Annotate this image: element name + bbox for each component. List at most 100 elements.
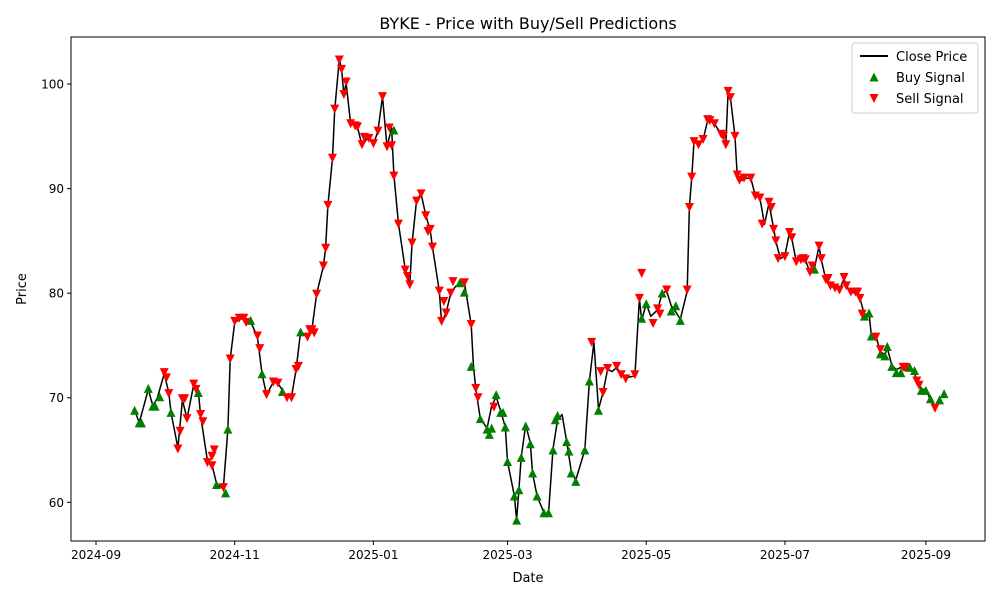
- sell-signal-marker: [262, 390, 272, 400]
- sell-signal-marker: [191, 384, 201, 394]
- sell-signal-marker: [393, 219, 403, 229]
- legend-sell-swatch: [869, 94, 879, 103]
- buy-signal-marker: [503, 457, 513, 467]
- sell-signal-marker: [687, 172, 697, 182]
- sell-signal-marker: [293, 361, 303, 371]
- buy-signal-marker: [212, 480, 222, 490]
- sell-signal-marker: [689, 137, 699, 147]
- sell-signal-marker: [327, 153, 337, 163]
- x-axis-ticks: 2024-09 2024-11 2025-01 2025-03 2025-05 2025-…: [71, 541, 951, 562]
- sell-signal-marker: [189, 379, 199, 389]
- sell-signal-marker: [746, 173, 756, 183]
- sell-signal-marker: [598, 388, 608, 398]
- sell-signal-marker: [771, 236, 781, 246]
- sell-signal-marker: [312, 289, 322, 299]
- sell-signal-marker: [800, 255, 810, 265]
- legend-entry-sell-signal: Sell Signal: [896, 92, 964, 107]
- buy-signal-marker: [566, 468, 576, 478]
- sell-signal-marker: [684, 202, 694, 212]
- y-tick-label: 70: [49, 391, 64, 405]
- sell-signal-marker: [373, 126, 383, 136]
- sell-signal-marker: [769, 224, 779, 234]
- buy-signal-marker: [512, 515, 522, 525]
- sell-signal-marker: [441, 308, 451, 318]
- buy-signal-marker: [221, 488, 231, 498]
- buy-signal-marker: [637, 313, 647, 323]
- buy-signal-marker: [500, 422, 510, 432]
- buy-signal-marker: [905, 362, 915, 372]
- sell-signal-marker: [161, 373, 171, 383]
- buy-signal-marker: [671, 301, 681, 311]
- sell-signal-marker: [437, 316, 447, 326]
- buy-signal-marker: [666, 306, 676, 316]
- sell-signal-marker: [175, 426, 185, 436]
- sell-signal-marker: [766, 202, 776, 212]
- sell-signal-marker: [230, 316, 240, 326]
- sell-signal-marker: [202, 458, 212, 468]
- sell-signal-marker: [648, 319, 658, 329]
- y-tick-label: 60: [49, 496, 64, 510]
- sell-signal-marker: [389, 171, 399, 181]
- buy-signal-marker: [562, 437, 572, 447]
- sell-signal-marker: [489, 402, 499, 412]
- buy-signal-marker: [571, 476, 581, 486]
- legend-entry-buy-signal: Buy Signal: [896, 71, 965, 86]
- sell-signal-marker: [855, 293, 865, 303]
- sell-signal-marker: [421, 211, 431, 221]
- sell-signal-marker: [875, 345, 885, 355]
- buy-signal-marker: [543, 508, 553, 518]
- sell-signal-marker: [816, 254, 826, 264]
- buy-signal-marker: [491, 390, 501, 400]
- sell-signal-marker: [603, 363, 613, 373]
- sell-signal-marker: [841, 281, 851, 291]
- x-tick-label: 2025-01: [348, 548, 398, 562]
- plot-area: 60 70 80 90 100 2024-09 2024-11 2025-01 2025-03…: [41, 36, 986, 562]
- sell-signal-marker: [473, 393, 483, 403]
- buy-signal-marker: [921, 385, 931, 395]
- sell-signal-marker: [621, 374, 631, 384]
- buy-signal-marker: [525, 439, 535, 449]
- sell-signal-marker: [721, 140, 731, 150]
- sell-signal-marker: [698, 134, 708, 144]
- x-tick-label: 2025-03: [482, 548, 532, 562]
- sell-signal-marker: [814, 241, 824, 251]
- buy-signal-marker: [532, 491, 542, 501]
- buy-signal-marker: [514, 485, 524, 495]
- sell-signal-marker: [719, 131, 729, 141]
- buy-signal-marker: [150, 401, 160, 411]
- buy-signal-marker: [475, 414, 485, 424]
- y-tick-label: 90: [49, 182, 64, 196]
- sell-signal-marker: [334, 55, 344, 65]
- x-tick-label: 2025-07: [760, 548, 810, 562]
- sell-signal-marker: [164, 389, 174, 399]
- chart-title: BYKE - Price with Buy/Sell Predictions: [379, 14, 676, 33]
- sell-signal-marker: [384, 123, 394, 133]
- sell-signal-marker: [357, 140, 367, 150]
- buy-signal-marker: [516, 452, 526, 462]
- y-axis-ticks: 60 70 80 90 100: [41, 78, 71, 510]
- sell-signal-marker: [784, 228, 794, 238]
- buy-signal-marker: [880, 351, 890, 361]
- buy-signal-marker: [939, 389, 949, 399]
- sell-signal-marker: [416, 189, 426, 199]
- buy-signal-marker: [296, 327, 306, 337]
- sell-signal-marker: [930, 403, 940, 413]
- buy-signal-marker: [466, 361, 476, 371]
- sell-signal-marker: [321, 243, 331, 253]
- x-tick-label: 2025-09: [901, 548, 951, 562]
- sell-signal-marker: [834, 285, 844, 295]
- sell-signal-marker: [196, 409, 206, 419]
- buy-signal-marker: [521, 421, 531, 431]
- sell-signal-marker: [900, 362, 910, 372]
- buy-signal-marker: [459, 287, 469, 297]
- sell-signal-marker: [732, 170, 742, 180]
- buy-signal-marker: [887, 361, 897, 371]
- sell-signal-markers: [159, 55, 940, 493]
- sell-signal-marker: [287, 393, 297, 403]
- sell-signal-marker: [823, 274, 833, 284]
- sell-signal-marker: [853, 287, 863, 297]
- buy-signal-marker: [484, 429, 494, 439]
- sell-signal-marker: [723, 86, 733, 96]
- buy-signal-marker: [166, 407, 176, 417]
